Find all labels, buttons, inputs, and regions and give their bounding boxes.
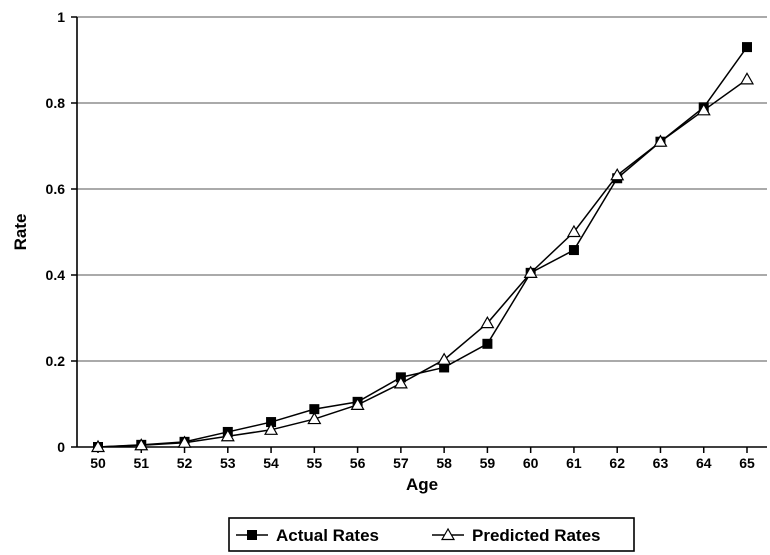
data-point	[482, 338, 493, 349]
gridlines	[71, 16, 767, 448]
x-tick-label: 51	[133, 455, 149, 471]
x-tick-label: 65	[739, 455, 755, 471]
x-tick-label: 60	[523, 455, 539, 471]
data-point	[90, 439, 106, 453]
data-point	[437, 352, 452, 365]
legend-item: Predicted Rates	[432, 526, 601, 545]
data-point	[264, 422, 279, 435]
x-tick-label: 64	[696, 455, 712, 471]
series-line	[97, 78, 748, 448]
data-point	[739, 72, 755, 85]
x-tick-label: 58	[436, 455, 452, 471]
data-point	[480, 315, 495, 329]
data-point	[177, 435, 192, 448]
y-axis-title: Rate	[11, 214, 30, 251]
y-tick-label: 1	[57, 9, 65, 25]
x-tick-label: 55	[307, 455, 323, 471]
series-layer	[90, 42, 755, 453]
x-tick-label: 54	[263, 455, 279, 471]
legend: Actual Rates Predicted Rates	[228, 517, 635, 552]
series-actual-rates	[93, 42, 752, 452]
x-tick-label: 53	[220, 455, 236, 471]
data-point	[307, 411, 322, 425]
x-tick-label: 56	[350, 455, 366, 471]
y-tick-label: 0	[57, 439, 65, 455]
data-point	[696, 103, 711, 116]
legend-label: Actual Rates	[276, 526, 379, 545]
x-tick-label: 59	[480, 455, 496, 471]
data-point	[566, 224, 581, 238]
axes	[76, 17, 767, 448]
x-tick-labels: 50 51 52 53 54 55 56 57 58 59 60 61 62 63 64 65	[90, 447, 755, 471]
data-point	[439, 362, 450, 373]
legend-item: Actual Rates	[236, 526, 379, 545]
x-tick-label: 63	[653, 455, 669, 471]
data-point	[742, 42, 752, 53]
legend-marker	[247, 530, 257, 540]
legend-box	[228, 517, 635, 552]
legend-marker	[440, 527, 456, 541]
data-point	[134, 438, 149, 451]
x-axis-title: Age	[406, 475, 438, 494]
series-line	[97, 46, 748, 448]
data-point	[266, 417, 277, 428]
x-tick-label: 61	[566, 455, 582, 471]
x-tick-label: 52	[177, 455, 193, 471]
data-point	[350, 397, 365, 410]
x-tick-label: 62	[609, 455, 625, 471]
data-point	[220, 429, 235, 442]
y-tick-label: 0.6	[46, 181, 66, 197]
data-point	[393, 376, 408, 389]
data-point	[523, 265, 538, 278]
x-tick-label: 57	[393, 455, 409, 471]
y-tick-label: 0.4	[46, 267, 66, 283]
y-tick-label: 0.8	[46, 95, 66, 111]
y-tick-labels: 0 0.2 0.4 0.6 0.8 1	[46, 9, 66, 455]
data-point	[610, 168, 625, 181]
data-point	[653, 134, 668, 147]
legend-label: Predicted Rates	[472, 526, 601, 545]
x-tick-label: 50	[90, 455, 106, 471]
data-point	[309, 404, 320, 415]
y-tick-label: 0.2	[46, 353, 66, 369]
series-predicted-rates	[90, 72, 755, 453]
data-point	[568, 245, 579, 256]
